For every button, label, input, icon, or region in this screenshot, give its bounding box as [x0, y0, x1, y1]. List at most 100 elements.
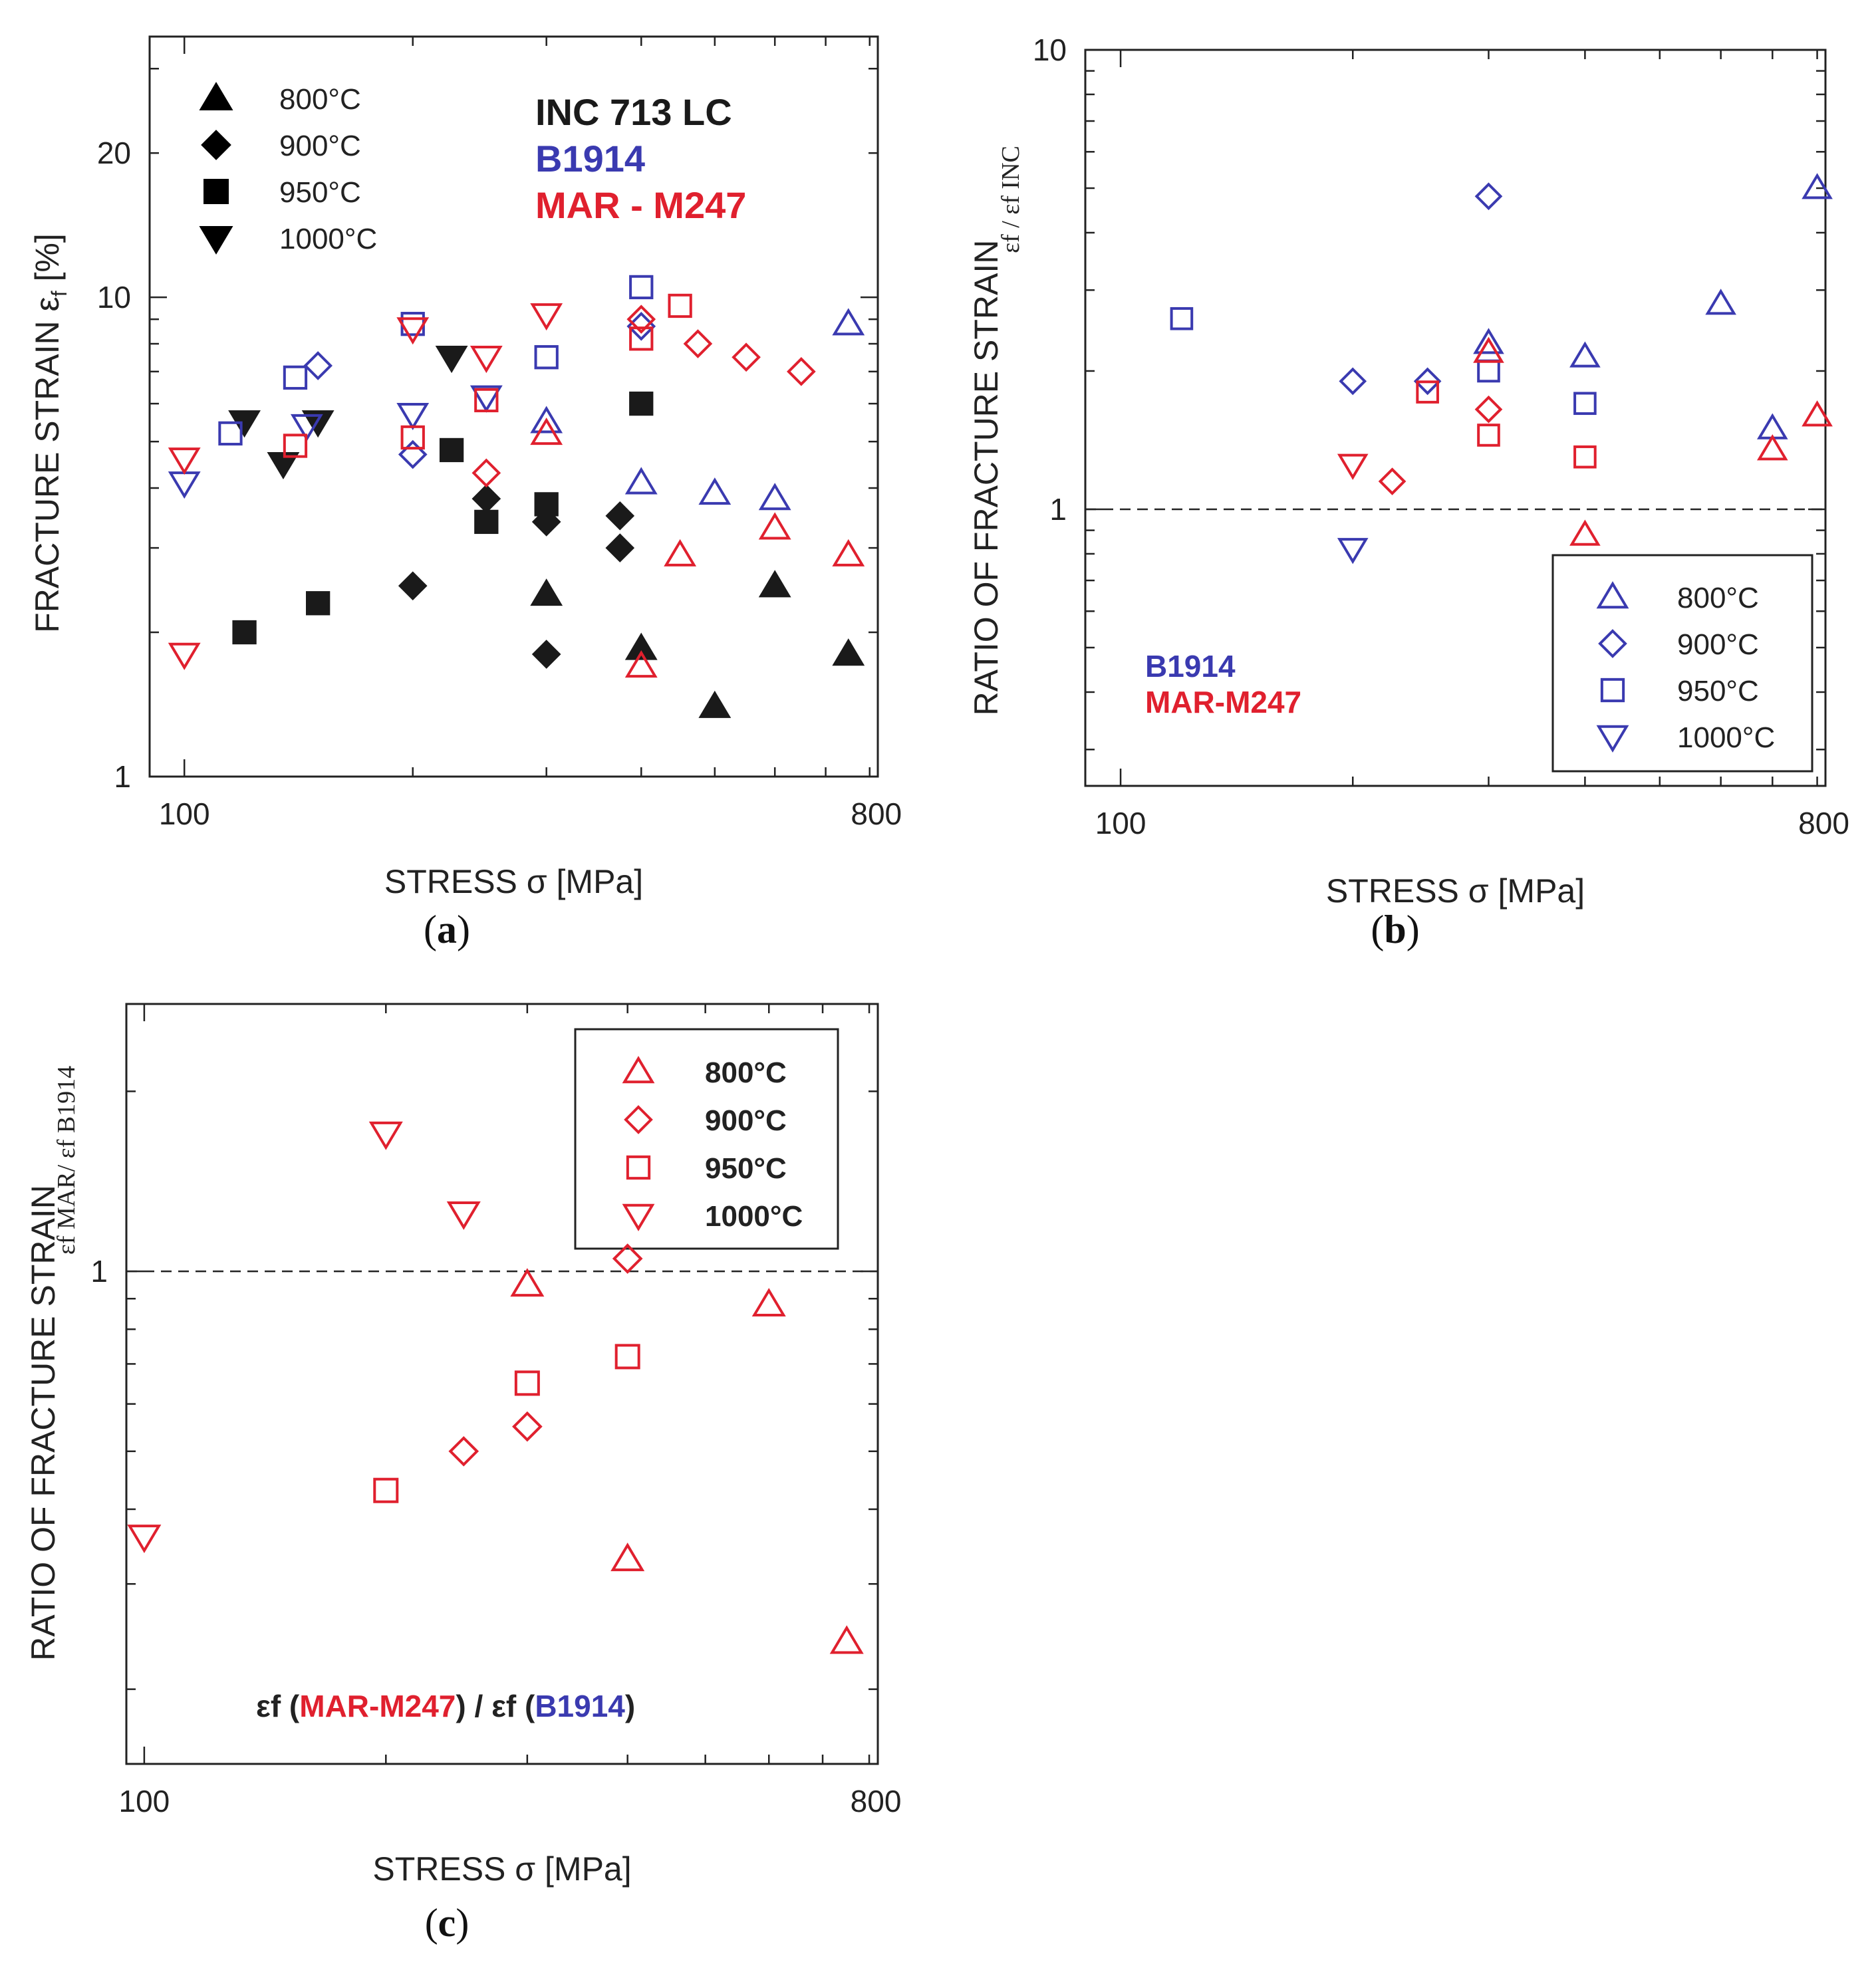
legend-marker-0: [199, 82, 233, 110]
x-axis-label: STRESS σ [MPa]: [1326, 872, 1585, 910]
data-point-a-4-1: [624, 467, 658, 495]
y-tick-label: 1: [114, 759, 131, 794]
data-point-b-4-3: [1802, 400, 1833, 427]
chart-b-axes: 100 800 1 10 STRESS σ [MPa](b): [1033, 33, 1849, 951]
data-point-a-3-2: [301, 410, 335, 438]
legend-marker-2: [203, 179, 229, 204]
data-point-a-5-1: [398, 439, 428, 469]
data-point-a-4-0: [530, 406, 563, 433]
data-point-b-6-2: [1573, 445, 1597, 469]
chart-c-axes: 100 800 1 STRESS σ [MPa] (c): [90, 1003, 901, 1945]
data-point-a-6-1: [283, 365, 308, 390]
data-point-a-4-3: [758, 483, 791, 511]
data-point-c-0-0: [510, 1268, 545, 1297]
legend-label-2: 950°C: [705, 1152, 787, 1185]
data-point-a-8-0: [530, 418, 563, 445]
legend-marker-1: [624, 1105, 653, 1134]
material-label-1: B1914: [535, 138, 645, 180]
x-tick-label: 800: [1798, 806, 1849, 840]
data-point-b-0-4: [1802, 173, 1833, 199]
y-tick-label: 10: [1033, 33, 1067, 67]
data-point-a-2-5: [629, 391, 654, 416]
data-point-b-6-1: [1477, 424, 1500, 447]
data-point-a-8-3: [758, 512, 791, 540]
data-point-a-6-4: [629, 275, 654, 300]
data-point-a-1-4: [605, 533, 635, 562]
legend-marker-2: [1600, 678, 1625, 703]
data-point-a-11-0: [168, 447, 201, 475]
data-point-c-2-0: [373, 1477, 399, 1503]
material-label-1: MAR-M247: [1145, 685, 1301, 719]
x-tick-label: 100: [1095, 806, 1146, 840]
legend-marker-0: [622, 1056, 655, 1084]
data-point-a-8-4: [832, 539, 865, 566]
legend-marker-0: [1596, 581, 1629, 609]
legend-marker-1: [1598, 629, 1627, 658]
legend-temperature: 800°C 900°C 950°C 1000°C: [574, 1028, 839, 1250]
data-point-a-5-2: [626, 311, 656, 341]
y-axis-ratio-label: εf MAR/ εf B1914: [53, 1066, 80, 1255]
y-tick-label: 1: [1049, 492, 1067, 527]
legend-label-0: 800°C: [705, 1056, 787, 1089]
data-point-c-0-1: [610, 1543, 645, 1572]
data-point-b-5-1: [1474, 395, 1503, 424]
chart-a-axes: 100 800 1 10 20 STRESS σ [MPa] (a): [97, 35, 902, 951]
data-point-b-2-2: [1573, 392, 1597, 416]
data-point-a-10-0: [283, 433, 308, 458]
ratio-annotation: εf (MAR-M247) / εf (B1914): [256, 1689, 635, 1723]
chart-a-data: [168, 275, 865, 718]
legend-label-1: 900°C: [279, 130, 361, 162]
legend-marker-1: [201, 130, 231, 160]
x-axis-label: STRESS σ [MPa]: [372, 1850, 631, 1888]
legend-marker-2: [626, 1155, 651, 1180]
y-tick-label: 20: [97, 136, 131, 170]
y-axis-label: RATIO OF FRACTURE STRAIN: [25, 1185, 62, 1661]
data-point-a-3-3: [435, 346, 468, 374]
data-point-c-1-1: [512, 1411, 543, 1442]
data-point-a-4-4: [832, 308, 865, 336]
data-point-a-1-5: [605, 501, 635, 531]
data-point-a-10-2: [474, 388, 499, 413]
data-point-a-0-4: [832, 638, 865, 666]
data-point-a-5-0: [303, 351, 333, 380]
data-point-a-7-2: [396, 402, 430, 431]
x-tick-label: 100: [159, 797, 210, 831]
data-point-c-3-2: [446, 1201, 481, 1230]
data-point-a-2-2: [439, 437, 464, 463]
data-point-a-10-4: [668, 293, 692, 318]
data-point-a-11-3: [469, 346, 503, 374]
data-point-c-0-2: [751, 1288, 786, 1317]
material-label-2: MAR - M247: [535, 184, 746, 226]
data-point-a-0-3: [758, 570, 791, 598]
data-point-a-10-1: [400, 425, 425, 450]
data-point-a-6-0: [218, 421, 243, 446]
data-point-a-8-2: [664, 539, 697, 566]
legend-box: [1551, 554, 1813, 773]
data-point-a-7-0: [168, 471, 201, 499]
data-point-b-1-0: [1339, 367, 1367, 396]
legend-label-3: 1000°C: [705, 1200, 803, 1233]
legend-box: [574, 1028, 839, 1250]
data-point-c-3-1: [368, 1121, 403, 1150]
data-point-b-1-2: [1474, 182, 1503, 211]
data-point-c-2-1: [514, 1370, 540, 1396]
legend-label-0: 800°C: [279, 83, 361, 116]
data-point-b-0-0: [1473, 328, 1504, 354]
data-point-c-1-2: [612, 1243, 643, 1274]
data-point-b-0-1: [1569, 341, 1601, 368]
legend-label-1: 900°C: [1677, 628, 1759, 661]
y-tick-label: 10: [97, 280, 131, 314]
material-label-0: B1914: [1145, 649, 1236, 683]
x-tick-label: 100: [119, 1784, 170, 1818]
data-point-a-0-2: [698, 690, 732, 718]
data-point-a-10-3: [629, 326, 654, 351]
y-axis-ratio-label: εf / εf INC: [997, 146, 1025, 253]
data-point-a-11-2: [396, 317, 430, 345]
data-point-a-2-1: [306, 591, 331, 616]
material-label-0: INC 713 LC: [535, 91, 732, 133]
data-point-a-9-4: [787, 357, 816, 386]
data-point-a-9-3: [732, 342, 761, 372]
